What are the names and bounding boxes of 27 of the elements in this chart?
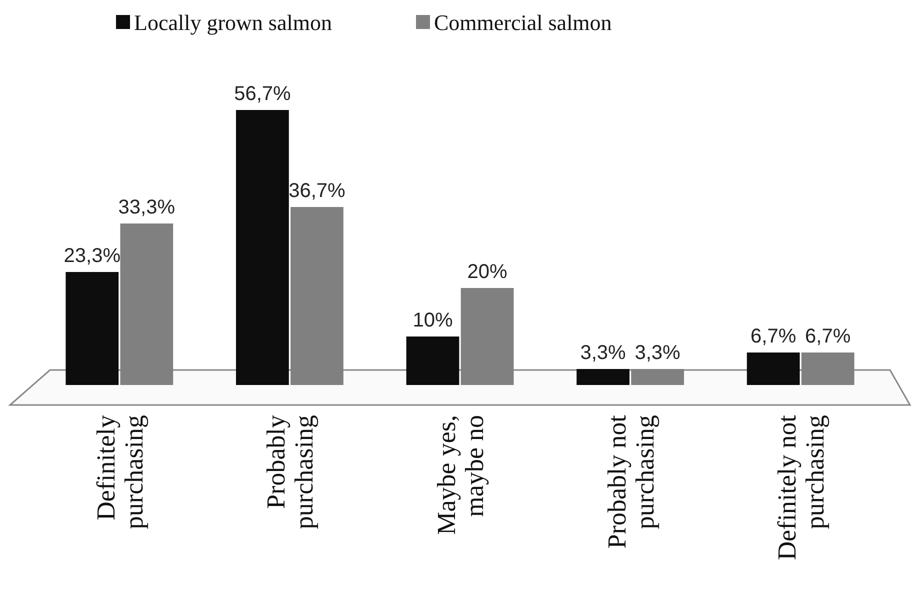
data-label: 3,3% xyxy=(580,342,626,364)
x-tick-label: Definitely purchasing xyxy=(91,415,148,530)
data-label: 3,3% xyxy=(634,342,681,364)
data-label: 6,7% xyxy=(750,326,796,348)
legend-label: Commercial salmon xyxy=(434,10,612,35)
bar xyxy=(746,352,800,385)
bar xyxy=(120,223,174,385)
bar xyxy=(801,352,854,385)
data-label: 36,7% xyxy=(288,180,346,202)
x-tick-label: Maybe yes, maybe no xyxy=(432,415,489,535)
x-tick-label: Definitely not purchasing xyxy=(772,414,830,560)
bar xyxy=(631,368,684,385)
legend-label: Locally grown salmon xyxy=(134,10,332,35)
bar xyxy=(460,288,514,385)
data-label: 23,3% xyxy=(64,244,121,267)
data-label: 56,7% xyxy=(234,83,292,105)
bar xyxy=(290,207,344,385)
data-label: 6,7% xyxy=(805,326,851,348)
x-tick-label: Probably not purchasing xyxy=(602,414,660,549)
data-label: 10% xyxy=(412,310,453,332)
bar xyxy=(66,272,119,385)
data-label: 33,3% xyxy=(118,196,176,218)
x-tick-label: Probably purchasing xyxy=(262,415,319,530)
bar xyxy=(576,368,630,385)
bar xyxy=(236,110,289,385)
bar xyxy=(406,336,460,385)
data-label: 20% xyxy=(467,261,508,283)
